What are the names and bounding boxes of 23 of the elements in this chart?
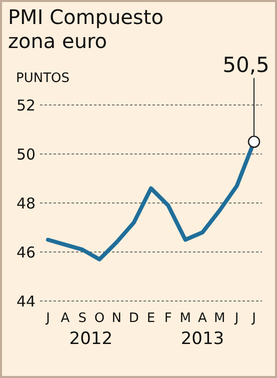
x-tick-label: D (128, 311, 139, 326)
y-tick-label: 46 (16, 243, 36, 262)
text: 2012 (69, 329, 113, 349)
x-tick-label: S (78, 311, 86, 326)
y-tick-label: 50 (16, 145, 36, 164)
x-tick-label: J (45, 311, 50, 326)
data-label: 50,5 (222, 53, 270, 77)
y-axis-title: PUNTOS (16, 71, 70, 86)
y-tick-label: 48 (16, 194, 36, 212)
x-tick-label: F (164, 311, 172, 326)
x-tick-label: M (180, 311, 191, 326)
x-tick-label: M (214, 311, 226, 326)
chart-title: PMI Compuesto zona euro (8, 5, 164, 53)
y-tick-label: 52 (16, 96, 36, 114)
x-tick-label: J (234, 311, 239, 326)
x-tick-label: N (112, 311, 122, 326)
y-tick-label: 44 (16, 292, 36, 310)
x-tick-label: A (60, 311, 70, 326)
x-tick-label: J (251, 311, 256, 326)
x-tick-label: O (94, 311, 105, 326)
text: 2013 (180, 329, 224, 349)
x-tick-label: A (198, 311, 208, 326)
x-tick-label: E (146, 311, 156, 326)
